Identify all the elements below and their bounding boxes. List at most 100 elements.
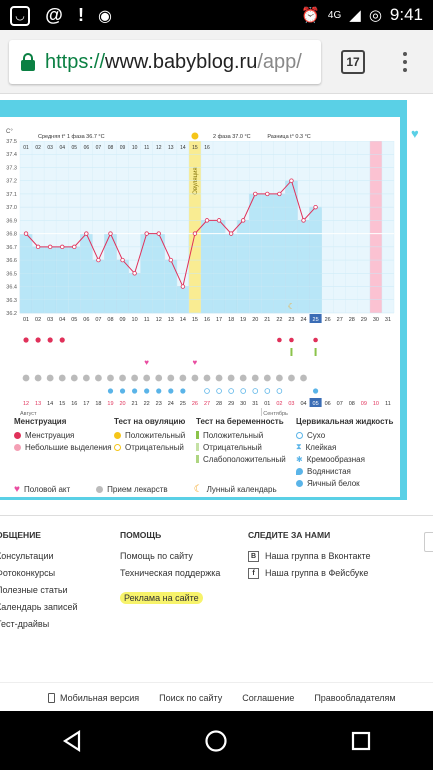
footer-link[interactable]: Фотоконкурсы — [0, 568, 56, 578]
temperature-point — [204, 218, 210, 223]
status-bar: ◡ @ ! ◉ ⏰ 4G ◢ ◎ 9:41 — [0, 0, 433, 30]
y-tick-label: 36.6 — [6, 258, 17, 264]
circle-outline-icon — [114, 443, 121, 451]
footer-col-help: ПОМОЩЬ Помощь по сайту Техническая подде… — [120, 530, 220, 607]
tab-switcher-button[interactable]: 17 — [341, 50, 365, 74]
date-label: 09 — [361, 401, 367, 407]
at-icon: @ — [45, 5, 63, 25]
egg-icon — [296, 479, 303, 487]
date-label: 26 — [192, 401, 198, 407]
day-label: 20 — [252, 317, 258, 323]
footer-link[interactable]: Техническая поддержка — [120, 568, 221, 578]
url-scheme: https:// — [45, 50, 106, 73]
day-label: 05 — [71, 317, 77, 323]
footer-link-ads[interactable]: Реклама на сайте — [120, 592, 203, 604]
home-icon[interactable] — [204, 729, 228, 753]
day-label: 27 — [337, 317, 343, 323]
date-label: 30 — [240, 401, 246, 407]
notification-icon: ◡ — [10, 5, 30, 26]
footer-link[interactable]: Тест-драйвы — [0, 619, 50, 629]
y-tick-label: 37.5 — [6, 139, 17, 145]
y-tick-label: 36.7 — [6, 245, 17, 251]
top-day-label: 16 — [204, 145, 210, 151]
footer-link[interactable]: Консультации — [0, 551, 54, 561]
vk-icon: B — [248, 551, 259, 562]
date-label: 16 — [71, 401, 77, 407]
footer-link[interactable]: Полезные статьи — [0, 585, 68, 595]
footer-link[interactable]: Правообладателям — [314, 692, 396, 703]
heart-icon: ♥ — [144, 358, 149, 367]
temperature-point — [144, 231, 149, 236]
pill-icon — [167, 374, 175, 382]
temperature-bar — [212, 220, 226, 314]
pill-icon — [300, 374, 307, 382]
legend-item: Лунный календарь — [206, 484, 277, 494]
bar-icon — [196, 455, 199, 463]
temperature-bar — [261, 193, 274, 314]
pill-icon — [227, 374, 235, 382]
y-tick-label: 36.5 — [6, 271, 17, 277]
mobile-icon — [48, 692, 55, 703]
day-label: 21 — [264, 317, 270, 323]
overflow-menu-button[interactable] — [400, 48, 410, 76]
day-label: 01 — [23, 317, 29, 323]
legend-item: Слабоположительный — [203, 454, 286, 464]
footer-link[interactable]: Календарь записей — [0, 602, 78, 612]
network-label: 4G — [327, 9, 342, 21]
day-label: 29 — [361, 317, 367, 323]
cream-icon: ✱ — [296, 454, 303, 464]
top-day-label: 02 — [35, 145, 41, 151]
legend-item: Отрицательный — [125, 442, 184, 452]
pill-icon — [275, 374, 283, 382]
temperature-bar — [200, 220, 214, 314]
cervical-fluid-icon — [144, 388, 150, 394]
day-label: 02 — [35, 317, 41, 323]
cervical-fluid-icon — [132, 388, 138, 394]
date-label: 08 — [349, 401, 355, 407]
dry-icon — [264, 388, 271, 394]
date-label: 22 — [144, 401, 150, 407]
back-icon[interactable] — [61, 729, 83, 752]
footer-link[interactable]: Соглашение — [242, 692, 295, 703]
alert-icon: ! — [78, 5, 84, 25]
menstruation-drop-icon — [47, 337, 53, 343]
temperature-point — [23, 231, 29, 236]
site-footer: ОБЩЕНИЕ Консультации Фотоконкурсы Полезн… — [0, 515, 433, 711]
day-label: 28 — [349, 317, 355, 323]
temperature-bar — [128, 273, 141, 314]
y-tick-label: 37.4 — [6, 152, 17, 158]
heart-icon: ♥ — [14, 483, 20, 495]
day-label: 03 — [47, 317, 53, 323]
footer-link[interactable]: Мобильная версия — [60, 692, 140, 703]
clock: 9:41 — [389, 5, 423, 24]
pill-icon — [131, 374, 139, 382]
today-marker — [309, 314, 322, 323]
menstruation-drop-icon — [23, 337, 29, 343]
heart-icon: ♥ — [193, 358, 198, 367]
footer-link[interactable]: Поиск по сайту — [159, 692, 223, 703]
date-label: 29 — [228, 401, 234, 407]
scroll-widget[interactable] — [424, 532, 433, 552]
footer-link[interactable]: Наша группа в Фейсбуке — [265, 568, 369, 578]
date-label: 11 — [385, 401, 391, 407]
temperature-point — [228, 231, 234, 236]
footer-link[interactable]: Помощь по сайту — [120, 551, 193, 561]
pill-icon — [96, 485, 104, 493]
legend-head: Менструация — [14, 417, 67, 426]
legend-cervical-fluid: Цервикальная жидкость Сухо ⧗ Клейкая ✱ Кре… — [296, 417, 393, 489]
footer-link[interactable]: Наша группа в Вконтакте — [265, 551, 371, 561]
temperature-point — [192, 231, 198, 236]
moon-icon: ☾ — [288, 302, 295, 311]
day-label: 10 — [132, 317, 138, 323]
bar-icon — [196, 431, 199, 439]
phase2-label: 2 фаза 37.0 °С — [213, 134, 251, 140]
y-tick-label: 36.3 — [6, 298, 17, 304]
day-label: 30 — [373, 317, 379, 323]
cervical-fluid-icon — [119, 388, 126, 394]
pill-icon — [22, 374, 30, 382]
top-day-label: 07 — [96, 145, 102, 151]
footer-col-social: СЛЕДИТЕ ЗА НАМИ B Наша группа в Вконтакте… — [248, 530, 371, 582]
recents-icon[interactable] — [350, 730, 372, 752]
url-bar[interactable]: https://www.babyblog.ru/app/ — [9, 40, 321, 84]
signal-icon: ◢ — [349, 7, 361, 24]
